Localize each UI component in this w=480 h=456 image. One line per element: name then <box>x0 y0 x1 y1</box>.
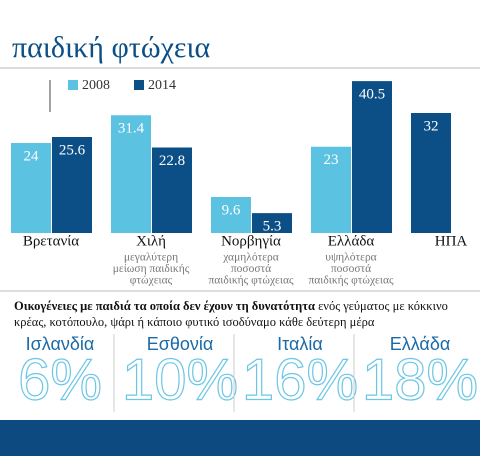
bar-value-label: 40.5 <box>359 87 385 103</box>
stat-country: Ιταλία <box>277 334 323 354</box>
stat-country: Εσθονία <box>147 334 214 354</box>
category-note: φτώχειας <box>130 275 173 287</box>
bar <box>411 113 451 233</box>
bar-value-label: 5.3 <box>263 219 282 235</box>
category-note: παιδικής φτώχειας <box>308 275 394 287</box>
category-label: Χιλή <box>136 233 166 249</box>
category-label: ΗΠΑ <box>435 233 468 249</box>
legend-swatch <box>134 80 144 90</box>
caption-text: ενός γεύματος με κόκκινο κρέας, κοτόπουλ… <box>14 299 448 329</box>
category-label: Ελλάδα <box>328 233 375 249</box>
bar-value-label: 25.6 <box>59 142 86 158</box>
category-note: μείωση παιδικής <box>113 263 190 275</box>
bar <box>352 81 392 233</box>
legend-label: 2014 <box>148 78 176 93</box>
stat-value: 18% <box>362 347 478 412</box>
bar <box>252 213 292 233</box>
stat-value: 16% <box>242 347 358 412</box>
bar <box>311 146 351 233</box>
category-note: μεγαλύτερη <box>124 252 178 264</box>
bar <box>11 143 51 233</box>
bar-value-label: 31.4 <box>118 121 145 137</box>
bar-value-label: 22.8 <box>159 153 185 169</box>
bar-value-label: 23 <box>324 152 339 168</box>
category-note: ποσοστά <box>331 263 371 275</box>
title: παιδική φτώχεια <box>12 31 211 64</box>
category-note: χαμηλότερα <box>222 252 279 264</box>
category-label: Βρετανία <box>23 233 79 249</box>
footer-band <box>0 420 480 456</box>
stat-value: 10% <box>122 347 238 412</box>
bar <box>111 115 151 233</box>
legend-label: 2008 <box>82 78 110 93</box>
bar-value-label: 32 <box>424 118 439 134</box>
category-note: υψηλότερα <box>325 252 376 264</box>
bar <box>152 147 192 233</box>
bar-value-label: 9.6 <box>222 202 241 218</box>
stat-country: Ελλάδα <box>390 334 451 354</box>
category-note: παιδικής φτώχειας <box>208 275 294 287</box>
caption: Οικογένειες με παιδιά τα οποία δεν έχουν… <box>14 298 470 330</box>
bar-value-label: 24 <box>24 148 40 164</box>
stat-country: Ισλανδία <box>26 334 95 354</box>
caption-bold: Οικογένειες με παιδιά τα οποία δεν έχουν… <box>14 299 315 313</box>
legend-swatch <box>68 80 78 90</box>
bar <box>211 197 251 233</box>
category-label: Νορβηγία <box>221 233 281 249</box>
stat-value: 6% <box>18 347 102 412</box>
bar <box>52 137 92 233</box>
category-note: ποσοστά <box>231 263 271 275</box>
